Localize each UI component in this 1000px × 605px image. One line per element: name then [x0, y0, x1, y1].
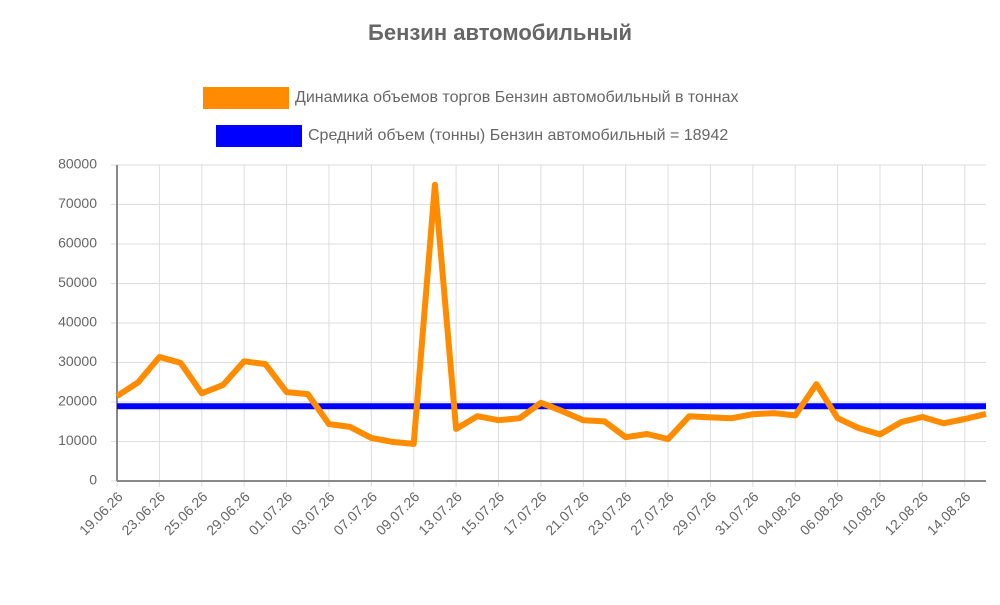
- x-tick-label: 19.06.26: [76, 488, 126, 538]
- x-tick-label: 04.08.26: [754, 488, 804, 538]
- x-tick-label: 31.07.26: [712, 488, 762, 538]
- y-tick-label: 10000: [58, 432, 97, 448]
- y-tick-label: 0: [89, 472, 97, 488]
- y-tick-label: 70000: [58, 195, 97, 211]
- chart-title: Бензин автомобильный: [368, 20, 632, 45]
- x-tick-label: 07.07.26: [330, 488, 380, 538]
- y-tick-label: 20000: [58, 393, 97, 409]
- x-tick-label: 14.08.26: [924, 488, 974, 538]
- x-tick-label: 25.06.26: [161, 488, 211, 538]
- x-tick-label: 13.07.26: [415, 488, 465, 538]
- y-tick-label: 50000: [58, 274, 97, 290]
- x-tick-label: 27.07.26: [627, 488, 677, 538]
- x-tick-label: 21.07.26: [542, 488, 592, 538]
- x-tick-label: 09.07.26: [373, 488, 423, 538]
- legend-swatch: [216, 125, 302, 147]
- legend-label: Динамика объемов торгов Бензин автомобил…: [295, 89, 739, 106]
- x-tick-label: 01.07.26: [245, 488, 295, 538]
- x-tick-label: 29.06.26: [203, 488, 253, 538]
- legend-label: Средний объем (тонны) Бензин автомобильн…: [308, 127, 728, 144]
- x-tick-label: 17.07.26: [500, 488, 550, 538]
- x-tick-label: 15.07.26: [457, 488, 507, 538]
- legend-swatch: [203, 87, 289, 109]
- x-tick-label: 23.06.26: [118, 488, 168, 538]
- y-tick-label: 30000: [58, 353, 97, 369]
- y-tick-label: 60000: [58, 235, 97, 251]
- x-tick-label: 29.07.26: [669, 488, 719, 538]
- x-tick-label: 12.08.26: [881, 488, 931, 538]
- y-tick-label: 40000: [58, 314, 97, 330]
- series-line: [115, 181, 987, 447]
- x-tick-label: 23.07.26: [585, 488, 635, 538]
- y-tick-label: 80000: [58, 156, 97, 172]
- x-tick-label: 06.08.26: [797, 488, 847, 538]
- x-tick-label: 03.07.26: [288, 488, 338, 538]
- x-tick-label: 10.08.26: [839, 488, 889, 538]
